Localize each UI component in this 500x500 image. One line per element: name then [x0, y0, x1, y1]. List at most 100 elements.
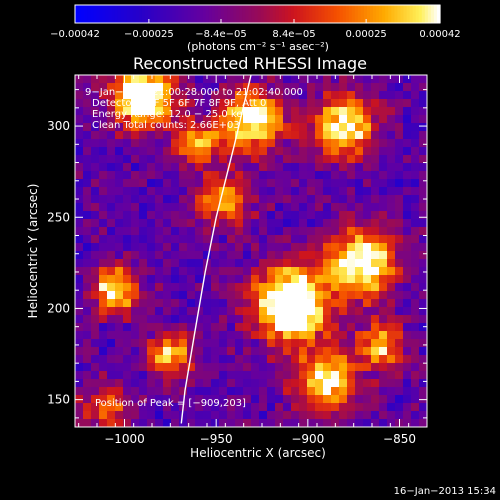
- heatmap-cell: [163, 291, 172, 300]
- heatmap-cell: [275, 411, 284, 420]
- heatmap-cell: [107, 235, 116, 244]
- heatmap-cell: [203, 115, 212, 124]
- heatmap-cell: [227, 99, 236, 108]
- heatmap-cell: [251, 387, 260, 396]
- heatmap-cell: [395, 275, 404, 284]
- heatmap-cell: [227, 115, 236, 124]
- heatmap-cell: [99, 259, 108, 268]
- heatmap-cell: [187, 227, 196, 236]
- heatmap-cell: [99, 315, 108, 324]
- heatmap-cell: [323, 299, 332, 308]
- heatmap-cell: [379, 307, 388, 316]
- heatmap-cell: [171, 155, 180, 164]
- heatmap-cell: [139, 243, 148, 252]
- heatmap-cell: [147, 219, 156, 228]
- heatmap-cell: [107, 267, 116, 276]
- heatmap-cell: [307, 187, 316, 196]
- heatmap-cell: [315, 219, 324, 228]
- heatmap-cell: [291, 163, 300, 172]
- colorbar-swatch: [193, 5, 198, 23]
- heatmap-cell: [307, 171, 316, 180]
- heatmap-cell: [411, 371, 420, 380]
- heatmap-cell: [203, 99, 212, 108]
- heatmap-cell: [371, 419, 380, 427]
- heatmap-cell: [275, 163, 284, 172]
- heatmap-cell: [315, 331, 324, 340]
- heatmap-cell: [283, 355, 292, 364]
- heatmap-cell: [291, 331, 300, 340]
- heatmap-cell: [339, 331, 348, 340]
- heatmap-cell: [299, 323, 308, 332]
- heatmap-cell: [163, 235, 172, 244]
- colorbar-swatch: [272, 5, 277, 23]
- colorbar-swatch: [120, 5, 125, 23]
- heatmap-cell: [355, 75, 364, 84]
- heatmap-cell: [251, 163, 260, 172]
- heatmap-cell: [179, 363, 188, 372]
- heatmap-cell: [355, 131, 364, 140]
- heatmap-cell: [371, 363, 380, 372]
- heatmap-cell: [267, 379, 276, 388]
- heatmap-cell: [419, 251, 427, 260]
- heatmap-cell: [235, 219, 244, 228]
- heatmap-cell: [91, 139, 100, 148]
- heatmap-cell: [411, 323, 420, 332]
- heatmap-cell: [315, 379, 324, 388]
- heatmap-cell: [251, 243, 260, 252]
- heatmap-cell: [291, 419, 300, 427]
- heatmap-cell: [115, 315, 124, 324]
- colorbar-swatch: [224, 5, 228, 23]
- heatmap-cell: [299, 147, 308, 156]
- heatmap-cell: [107, 195, 116, 204]
- heatmap-cell: [275, 227, 284, 236]
- heatmap-cell: [227, 419, 236, 427]
- heatmap-cell: [147, 339, 156, 348]
- heatmap-cell: [131, 411, 140, 420]
- heatmap-cell: [243, 299, 252, 308]
- heatmap-cell: [195, 131, 204, 140]
- heatmap-cell: [323, 83, 332, 92]
- colorbar-swatch: [351, 5, 356, 23]
- heatmap-cell: [179, 299, 188, 308]
- colorbar-tick-label: 0.00042: [419, 29, 460, 40]
- heatmap-cell: [83, 267, 92, 276]
- heatmap-cell: [91, 299, 100, 308]
- heatmap-cell: [83, 307, 92, 316]
- heatmap-cell: [299, 387, 308, 396]
- heatmap-cell: [403, 83, 412, 92]
- heatmap-cell: [235, 115, 244, 124]
- heatmap-cell: [267, 291, 276, 300]
- heatmap-cell: [179, 267, 188, 276]
- heatmap-cell: [155, 179, 164, 188]
- heatmap-cell: [211, 379, 220, 388]
- heatmap-cell: [299, 131, 308, 140]
- heatmap-cell: [227, 251, 236, 260]
- heatmap-cell: [83, 291, 92, 300]
- heatmap-cell: [219, 211, 228, 220]
- heatmap-cell: [379, 323, 388, 332]
- heatmap-cell: [355, 203, 364, 212]
- heatmap-cell: [107, 179, 116, 188]
- heatmap-cell: [211, 411, 220, 420]
- heatmap-cell: [251, 107, 260, 116]
- heatmap-cell: [403, 251, 412, 260]
- heatmap-cell: [395, 211, 404, 220]
- heatmap-cell: [107, 203, 116, 212]
- heatmap-cell: [123, 323, 132, 332]
- heatmap-cell: [379, 251, 388, 260]
- heatmap-cell: [275, 219, 284, 228]
- heatmap-cell: [219, 131, 228, 140]
- heatmap-cell: [291, 115, 300, 124]
- heatmap-cell: [131, 171, 140, 180]
- heatmap-cell: [211, 347, 220, 356]
- heatmap-cell: [371, 339, 380, 348]
- heatmap-cell: [211, 227, 220, 236]
- heatmap-cell: [387, 195, 396, 204]
- heatmap-cell: [259, 387, 268, 396]
- heatmap-cell: [227, 387, 236, 396]
- heatmap-cell: [395, 147, 404, 156]
- heatmap-cell: [411, 395, 420, 404]
- heatmap-cell: [107, 331, 116, 340]
- heatmap-cell: [235, 339, 244, 348]
- heatmap-cell: [331, 107, 340, 116]
